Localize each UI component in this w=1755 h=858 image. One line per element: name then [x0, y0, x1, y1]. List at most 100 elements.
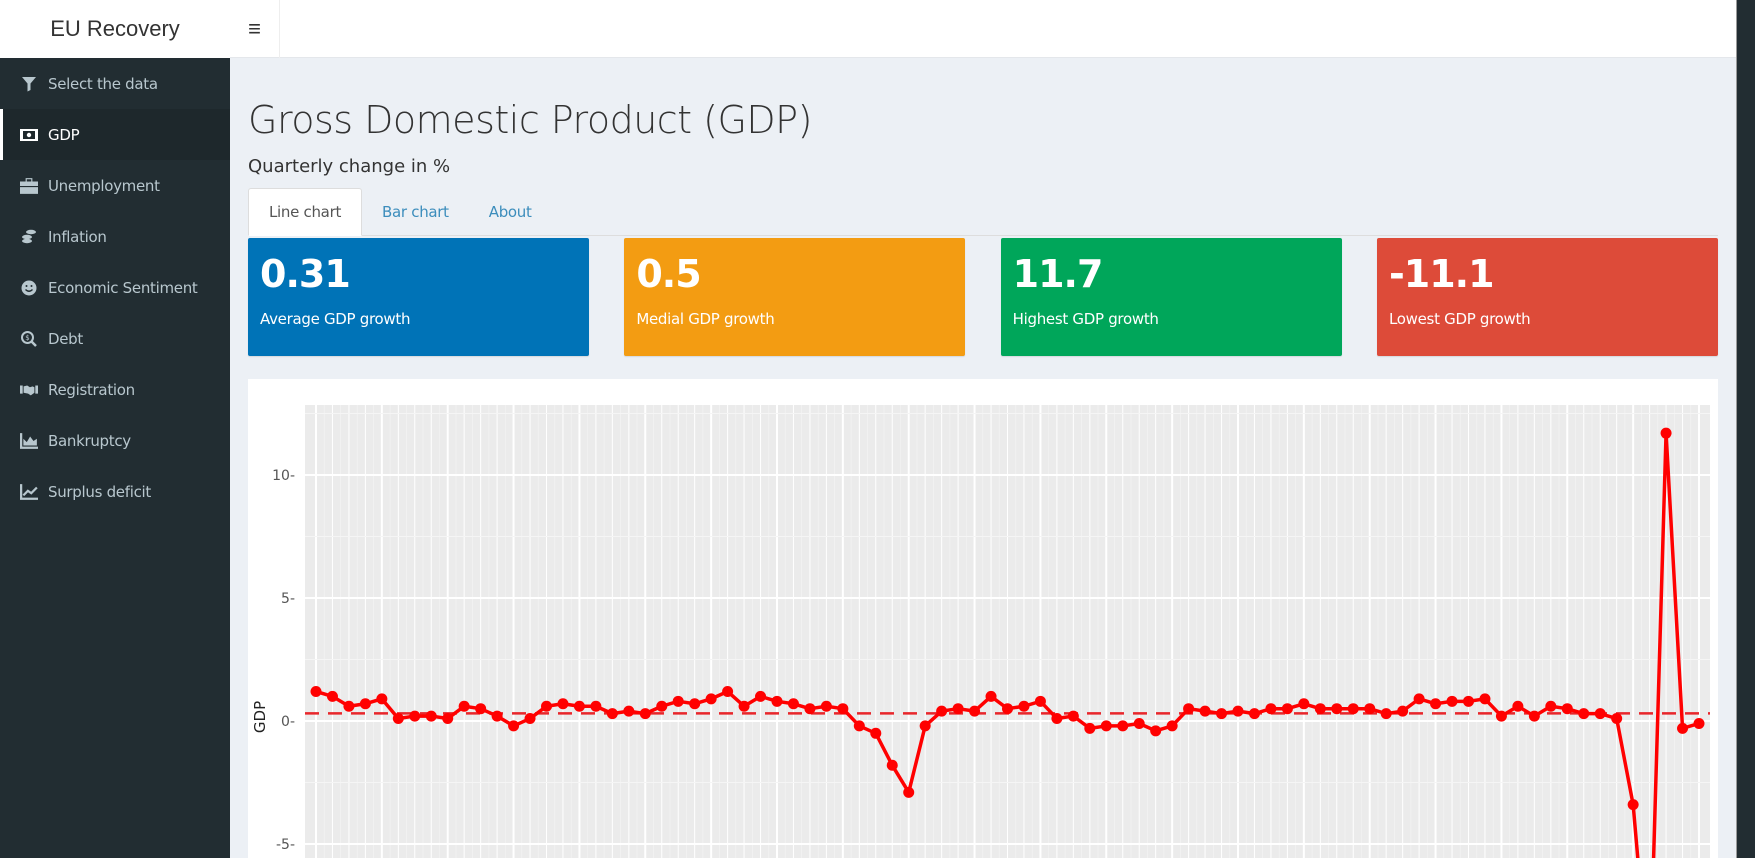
data-point[interactable]	[1446, 695, 1458, 707]
data-point[interactable]	[738, 700, 750, 712]
data-point[interactable]	[837, 703, 849, 715]
data-point[interactable]	[1067, 710, 1079, 722]
data-point[interactable]	[853, 720, 865, 732]
sidebar-item-bankruptcy[interactable]: Bankruptcy	[0, 415, 230, 466]
data-point[interactable]	[1561, 703, 1573, 715]
data-point[interactable]	[952, 703, 964, 715]
data-point[interactable]	[1018, 700, 1030, 712]
chart-svg[interactable]: -5- 0- 5- 10- GDP	[248, 379, 1718, 858]
tab-bar-chart[interactable]: Bar chart	[382, 203, 449, 221]
data-point[interactable]	[1150, 725, 1162, 737]
data-point[interactable]	[1627, 799, 1639, 811]
data-point[interactable]	[508, 720, 520, 732]
tab-line-chart[interactable]: Line chart	[248, 188, 363, 236]
data-point[interactable]	[326, 690, 338, 702]
data-point[interactable]	[1545, 700, 1557, 712]
data-point[interactable]	[969, 705, 981, 717]
data-point[interactable]	[1347, 703, 1359, 715]
data-point[interactable]	[590, 700, 602, 712]
data-point[interactable]	[1084, 722, 1096, 734]
data-point[interactable]	[1281, 703, 1293, 715]
sidebar-item-economic-sentiment[interactable]: Economic Sentiment	[0, 262, 230, 313]
data-point[interactable]	[1463, 695, 1474, 707]
data-point[interactable]	[656, 700, 668, 712]
data-point[interactable]	[1133, 717, 1145, 729]
data-point[interactable]	[1512, 700, 1524, 712]
sidebar-item-inflation[interactable]: Inflation	[0, 211, 230, 262]
data-point[interactable]	[1611, 713, 1623, 725]
data-point[interactable]	[1298, 698, 1310, 710]
data-point[interactable]	[310, 685, 322, 697]
data-point[interactable]	[343, 700, 355, 712]
data-point[interactable]	[903, 786, 915, 798]
data-point[interactable]	[359, 698, 371, 710]
data-point[interactable]	[1331, 703, 1343, 715]
data-point[interactable]	[755, 690, 767, 702]
data-point[interactable]	[886, 759, 898, 771]
data-point[interactable]	[623, 705, 635, 717]
data-point[interactable]	[524, 713, 536, 725]
app-logo[interactable]: EU Recovery	[0, 0, 230, 58]
data-point[interactable]	[442, 713, 454, 725]
sidebar-item-unemployment[interactable]: Unemployment	[0, 160, 230, 211]
data-point[interactable]	[1232, 705, 1244, 717]
data-point[interactable]	[557, 698, 569, 710]
tab-about[interactable]: About	[488, 203, 532, 221]
data-point[interactable]	[672, 695, 684, 707]
data-point[interactable]	[376, 693, 388, 705]
data-point[interactable]	[1495, 710, 1507, 722]
data-point[interactable]	[1380, 708, 1392, 720]
data-point[interactable]	[787, 698, 799, 710]
data-point[interactable]	[1117, 720, 1129, 732]
data-point[interactable]	[771, 695, 783, 707]
data-point[interactable]	[985, 690, 997, 702]
data-point[interactable]	[722, 685, 734, 697]
data-point[interactable]	[409, 710, 421, 722]
data-point[interactable]	[1413, 693, 1425, 705]
data-point[interactable]	[1660, 427, 1672, 439]
data-point[interactable]	[1430, 698, 1442, 710]
data-point[interactable]	[639, 708, 651, 720]
data-point[interactable]	[1216, 708, 1228, 720]
data-point[interactable]	[936, 705, 948, 717]
data-point[interactable]	[1265, 703, 1277, 715]
data-point[interactable]	[689, 698, 701, 710]
data-point[interactable]	[425, 710, 437, 722]
data-point[interactable]	[1002, 703, 1013, 715]
data-point[interactable]	[573, 700, 585, 712]
data-point[interactable]	[491, 710, 503, 722]
data-point[interactable]	[1364, 703, 1376, 715]
data-point[interactable]	[1314, 703, 1326, 715]
sidebar-item-gdp[interactable]: GDP	[0, 109, 230, 160]
data-point[interactable]	[1693, 717, 1705, 729]
data-point[interactable]	[1479, 693, 1491, 705]
sidebar-item-surplus-deficit[interactable]: Surplus deficit	[0, 466, 230, 517]
data-point[interactable]	[1100, 720, 1112, 732]
data-point[interactable]	[1397, 705, 1409, 717]
data-point[interactable]	[1578, 708, 1590, 720]
data-point[interactable]	[1528, 710, 1540, 722]
data-point[interactable]	[1594, 708, 1606, 720]
data-point[interactable]	[705, 693, 717, 705]
data-point[interactable]	[919, 720, 931, 732]
data-point[interactable]	[1183, 703, 1195, 715]
sidebar-toggle-button[interactable]: ≡	[230, 0, 280, 58]
data-point[interactable]	[541, 700, 552, 712]
data-point[interactable]	[392, 713, 404, 725]
data-point[interactable]	[804, 703, 816, 715]
data-point[interactable]	[1166, 720, 1178, 732]
data-point[interactable]	[606, 708, 618, 720]
data-point[interactable]	[870, 727, 882, 739]
data-point[interactable]	[1248, 708, 1260, 720]
sidebar-item-debt[interactable]: $ Debt	[0, 313, 230, 364]
gdp-line-chart[interactable]: -5- 0- 5- 10- GDP	[248, 379, 1718, 858]
data-point[interactable]	[1677, 722, 1689, 734]
data-point[interactable]	[1034, 695, 1046, 707]
data-point[interactable]	[820, 700, 832, 712]
sidebar-item-select-data[interactable]: Select the data	[0, 58, 230, 109]
data-point[interactable]	[458, 700, 470, 712]
data-point[interactable]	[1051, 713, 1063, 725]
data-point[interactable]	[1199, 705, 1211, 717]
sidebar-item-registration[interactable]: Registration	[0, 364, 230, 415]
data-point[interactable]	[475, 703, 487, 715]
